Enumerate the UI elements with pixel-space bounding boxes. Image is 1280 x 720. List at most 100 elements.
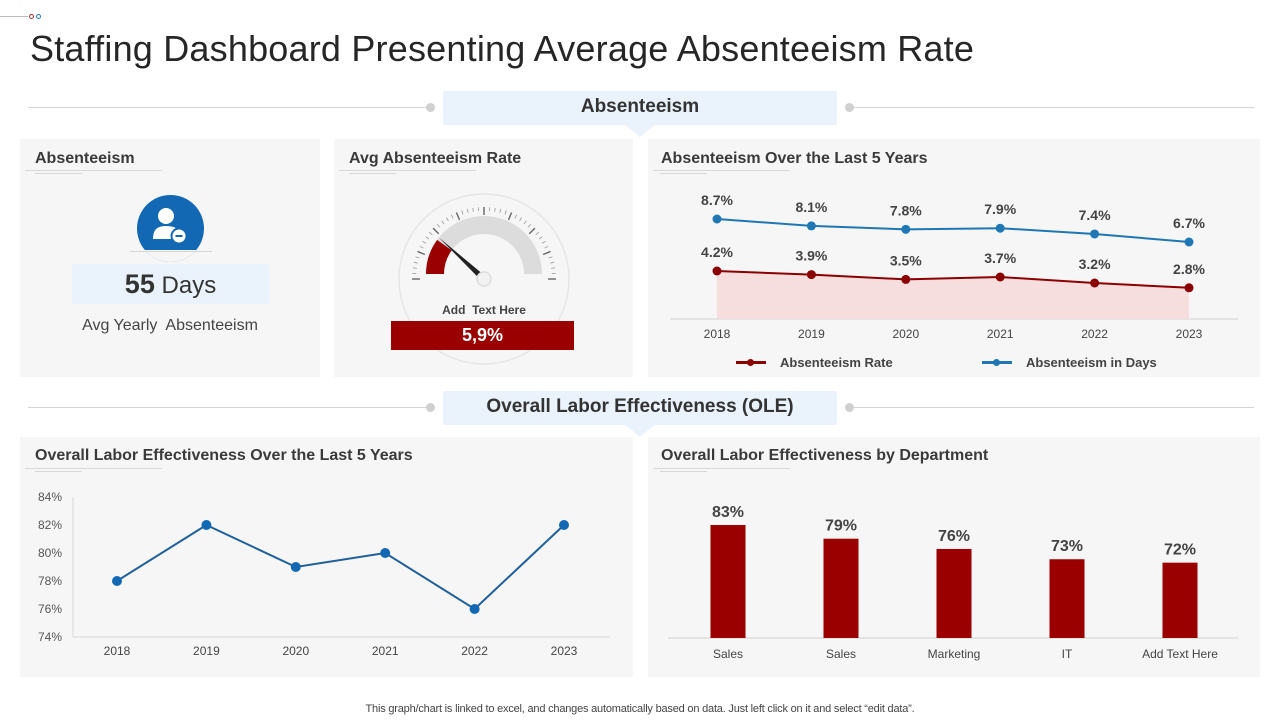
- x-tick-label: Sales: [713, 647, 743, 661]
- gauge-tick: [472, 207, 474, 212]
- title-underline: [25, 170, 162, 171]
- ole-point: [559, 520, 569, 530]
- ole-trend-card: Overall Labor Effectiveness Over the Las…: [20, 437, 633, 677]
- rate-data-label: 4.2%: [701, 244, 733, 260]
- section-header-absenteeism: Absenteeism: [28, 91, 1254, 137]
- gauge-tick: [514, 214, 518, 219]
- legend-label: Absenteeism in Days: [1026, 355, 1157, 370]
- gauge-tick: [413, 261, 418, 264]
- divider-knob: [845, 403, 854, 412]
- ole-point: [112, 576, 122, 586]
- rate-data-label: 2.8%: [1173, 261, 1205, 277]
- x-tick-label: 2020: [282, 644, 309, 658]
- gauge-tick: [446, 217, 449, 222]
- title-underline: [653, 468, 790, 469]
- y-tick-label: 76%: [38, 602, 62, 616]
- days-point: [901, 224, 911, 234]
- gauge-tick: [450, 214, 454, 219]
- gauge-tick: [415, 256, 420, 259]
- card-title: Absenteeism Over the Last 5 Years: [661, 150, 928, 167]
- title-underline: [653, 170, 790, 171]
- days-number: 55: [124, 269, 155, 299]
- x-tick-label: 2018: [704, 327, 731, 341]
- x-tick-label: Marketing: [928, 647, 981, 661]
- title-underline-accent: [35, 471, 82, 472]
- days-point: [1090, 229, 1100, 239]
- rate-area: [717, 271, 1189, 319]
- gauge-tick: [461, 210, 464, 215]
- y-tick-label: 74%: [38, 630, 62, 644]
- days-caption: Avg Yearly Absenteeism: [82, 317, 258, 334]
- gauge-tick: [519, 217, 522, 222]
- gauge-tick: [528, 227, 536, 235]
- title-underline: [339, 170, 476, 171]
- x-tick-label: 2019: [193, 644, 220, 658]
- gauge-tick: [441, 220, 445, 225]
- y-tick-label: 78%: [38, 574, 62, 588]
- card-title: Absenteeism: [35, 150, 135, 167]
- days-line: [716, 218, 1190, 243]
- gauge-tick: [412, 267, 417, 269]
- bar-data-label: 79%: [825, 518, 857, 535]
- x-tick-label: 2023: [1176, 327, 1203, 341]
- legend-item-days: Absenteeism in Days: [982, 355, 1157, 370]
- corner-decoration: [0, 14, 44, 19]
- x-tick-label: 2020: [892, 327, 919, 341]
- divider: [130, 251, 212, 252]
- ole-point: [290, 562, 301, 572]
- days-data-label: 6.7%: [1173, 215, 1205, 231]
- absenteeism-trend-chart: 8.7% 8.1% 7.8% 7.9% 7.4% 6.7% 4.2% 3.9% 3.5% 3.7%…: [670, 192, 1238, 341]
- days-point: [995, 223, 1005, 233]
- gauge-tick: [455, 212, 461, 221]
- gauge-outer-ring: [398, 193, 570, 365]
- bar-data-label: 76%: [938, 528, 970, 545]
- rate-point: [1184, 283, 1194, 293]
- legend-label: Absenteeism Rate: [780, 355, 893, 370]
- gauge-track: [426, 216, 542, 274]
- title-underline-accent: [660, 471, 707, 472]
- days-data-label: 8.1%: [795, 199, 827, 215]
- bar-data-label: 72%: [1164, 542, 1196, 559]
- avg-rate-card: Avg Absenteeism Rate Add Text Here 5,9%: [334, 139, 633, 377]
- gauge-tick: [417, 250, 426, 256]
- gauge-tick: [527, 223, 532, 228]
- rate-point: [901, 274, 911, 284]
- absenteeism-card: Absenteeism 55 Days Avg Yearly Absenteei…: [20, 139, 320, 377]
- title-underline-accent: [35, 173, 82, 174]
- days-data-label: 8.7%: [701, 192, 733, 208]
- user-minus-icon: [137, 195, 204, 262]
- ole-department-card: Overall Labor Effectiveness by Departmen…: [648, 437, 1260, 677]
- rate-point: [712, 266, 722, 276]
- x-tick-label: 2021: [372, 644, 399, 658]
- ole-department-chart: 83% Sales 79% Sales 76% Marketing 73% IT 72% Add …: [668, 504, 1238, 661]
- gauge-caption: Add Text Here: [442, 303, 526, 317]
- divider: [854, 407, 1254, 408]
- card-title: Avg Absenteeism Rate: [349, 150, 522, 167]
- x-tick-label: Sales: [826, 647, 856, 661]
- gauge-tick: [535, 231, 540, 236]
- days-data-label: 7.8%: [890, 202, 922, 218]
- days-point: [806, 221, 816, 231]
- gauge-tick: [523, 220, 527, 225]
- section-label: Overall Labor Effectiveness (OLE): [443, 391, 837, 437]
- decor-dot: [36, 14, 41, 19]
- rate-data-label: 3.9%: [795, 248, 827, 264]
- legend-swatch-days: [982, 359, 1012, 366]
- ole-line: [116, 523, 565, 611]
- footer-note: This graph/chart is linked to excel, and…: [365, 703, 915, 715]
- title-underline-accent: [660, 173, 707, 174]
- x-tick-label: Add Text Here: [1142, 647, 1218, 661]
- decor-line: [0, 16, 28, 17]
- decor-dot: [29, 14, 34, 19]
- gauge-tick: [550, 261, 555, 264]
- title-underline: [25, 468, 162, 469]
- gauge-tick: [538, 236, 543, 240]
- rate-point: [995, 272, 1005, 282]
- section-label: Absenteeism: [443, 91, 837, 137]
- gauge-tick: [428, 231, 433, 236]
- department-bar: [936, 548, 972, 638]
- section-header-ole: Overall Labor Effectiveness (OLE): [28, 391, 1254, 437]
- x-tick-label: 2021: [987, 327, 1014, 341]
- department-bar: [823, 538, 859, 638]
- gauge-tick: [436, 223, 441, 228]
